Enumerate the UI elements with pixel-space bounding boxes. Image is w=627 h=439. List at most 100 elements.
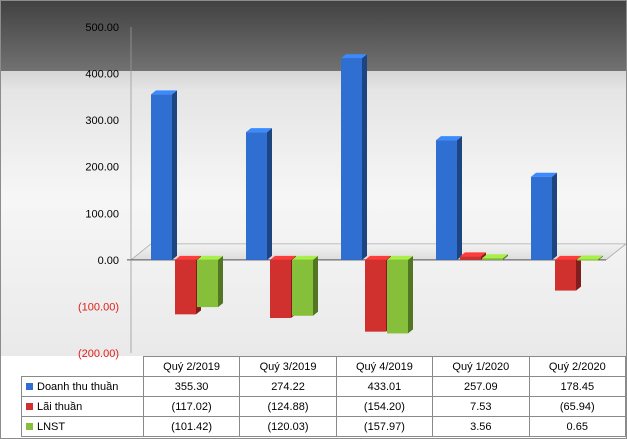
category-label: Quý 3/2019 (239, 356, 337, 377)
table-row: Doanh thu thuần 355.30 274.22 433.01 257.09 1… (21, 376, 626, 397)
bar-top (387, 255, 413, 260)
bar-top (482, 254, 508, 259)
bar-front (151, 94, 172, 260)
table-corner (22, 357, 144, 377)
data-cell: (101.42) (142, 416, 241, 437)
table-header-row: Quý 2/2019 Quý 3/2019 Quý 4/2019 Quý 1/2020… (22, 356, 626, 377)
bar-top (460, 252, 486, 257)
bar-1-4 (555, 255, 581, 291)
data-cell: (117.02) (142, 396, 241, 417)
y-tick-label: 400.00 (85, 69, 119, 81)
legend-entry: Lãi thuần (21, 396, 144, 417)
bar-0-4 (531, 172, 557, 260)
data-cell: 433.01 (335, 376, 434, 397)
bar-side (598, 255, 603, 261)
bar-front (341, 58, 362, 260)
bar-top (531, 172, 557, 177)
data-cell: (124.88) (239, 396, 337, 417)
series-name: Doanh thu thuần (37, 380, 119, 393)
series-name: LNST (37, 420, 66, 433)
bar-0-3 (436, 136, 462, 260)
bar-top (151, 90, 177, 95)
bar-side (218, 255, 223, 308)
bar-side (481, 252, 486, 260)
bar-2-4 (577, 255, 603, 261)
bar-front (387, 259, 408, 334)
data-cell: (157.97) (335, 416, 434, 437)
data-cell: 3.56 (432, 416, 530, 437)
bar-top (197, 255, 223, 260)
legend-entry: Doanh thu thuần (21, 376, 144, 397)
bar-side (313, 255, 318, 316)
bar-front (531, 176, 552, 260)
table-row: LNST (101.42) (120.03) (157.97) 3.56 0.65 (21, 416, 626, 437)
category-label: Quý 4/2019 (335, 356, 434, 377)
bar-2-2 (387, 255, 413, 334)
bar-top (292, 255, 318, 260)
bar-front (197, 259, 218, 308)
y-tick-label: (200.00) (78, 348, 119, 360)
bar-front (175, 259, 196, 315)
data-cell: 7.53 (432, 396, 530, 417)
legend-swatch (26, 403, 33, 411)
bar-front (577, 259, 598, 261)
bar-top (270, 255, 296, 260)
bar-2-3 (482, 254, 508, 260)
bar-top (555, 255, 581, 260)
bar-front (555, 259, 576, 291)
bar-2-0 (197, 255, 223, 308)
bar-0-0 (151, 90, 177, 260)
bar-0-1 (246, 128, 272, 260)
y-tick-label: (100.00) (78, 301, 119, 313)
bar-top (246, 128, 272, 133)
bar-top (341, 54, 367, 59)
y-tick-label: 100.00 (85, 208, 119, 220)
bar-0-2 (341, 54, 367, 260)
data-table: Quý 2/2019 Quý 3/2019 Quý 4/2019 Quý 1/2020… (21, 356, 626, 437)
bar-front (270, 259, 291, 319)
y-tick-label: 300.00 (85, 115, 119, 127)
series-name: Lãi thuần (37, 400, 83, 413)
y-tick-label: 200.00 (85, 162, 119, 174)
legend-swatch (26, 423, 33, 431)
category-label: Quý 2/2019 (142, 356, 241, 377)
bar-side (267, 128, 272, 260)
y-tick-label: 0.00 (98, 255, 119, 267)
data-cell: (154.20) (335, 396, 434, 417)
bar-front (482, 258, 503, 260)
bar-side (503, 254, 508, 260)
bar-side (457, 136, 462, 260)
bar-side (552, 172, 557, 260)
data-cell: (120.03) (239, 416, 337, 437)
category-label: Quý 2/2020 (528, 356, 626, 377)
bar-1-3 (460, 252, 486, 260)
bar-front (246, 132, 267, 260)
y-tick-label: 500.00 (85, 22, 119, 34)
bar-side (576, 255, 581, 291)
bar-front (365, 259, 386, 332)
bar-2-1 (292, 255, 318, 316)
legend-swatch (26, 383, 33, 391)
bar-side (408, 255, 413, 334)
data-cell: 274.22 (239, 376, 337, 397)
data-cell: (65.94) (528, 396, 626, 417)
data-cell: 0.65 (528, 416, 626, 437)
legend-entry: LNST (21, 416, 144, 437)
bar-top (365, 255, 391, 260)
bar-front (292, 259, 313, 316)
bar-side (172, 90, 177, 260)
table-row: Lãi thuần (117.02) (124.88) (154.20) 7.53 (65… (21, 396, 626, 417)
bar-top (577, 255, 603, 260)
category-label: Quý 1/2020 (432, 356, 530, 377)
data-cell: 355.30 (142, 376, 241, 397)
bar-front (460, 256, 481, 260)
bar-front (436, 140, 457, 260)
background-dark-strip (1, 1, 626, 71)
data-cell: 178.45 (528, 376, 626, 397)
bar-side (362, 54, 367, 260)
data-cell: 257.09 (432, 376, 530, 397)
bar-top (175, 255, 201, 260)
bar-top (436, 136, 462, 141)
